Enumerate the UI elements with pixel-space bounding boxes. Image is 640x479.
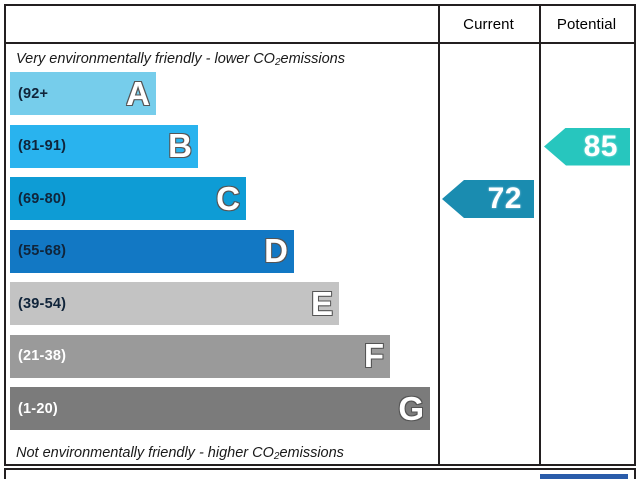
current-rating-arrow: 72 <box>442 180 534 218</box>
band-range-a: (92+ <box>18 85 49 102</box>
band-letter-f: F <box>363 336 385 374</box>
rating-band-e: (39-54) E <box>10 282 339 325</box>
column-divider-current <box>438 6 440 464</box>
band-letter-g: G <box>398 389 425 427</box>
band-range-d: (55-68) <box>18 243 67 259</box>
next-section-sliver <box>4 468 636 479</box>
band-letter-b: B <box>167 126 192 164</box>
band-letter-e: E <box>310 284 334 322</box>
rating-bands: (92+ A (81-91) B (69-80) C (55-68) D (39-54) E (21… <box>6 72 438 440</box>
rating-band-a: (92+ A <box>10 72 156 115</box>
next-section-bar <box>540 474 628 479</box>
header-current: Current <box>463 15 514 33</box>
rating-band-f: (21-38) F <box>10 334 390 378</box>
top-caption-suffix: emissions <box>280 51 345 67</box>
bottom-caption-prefix: Not environmentally friendly - higher CO <box>16 445 274 461</box>
current-rating-value: 72 <box>487 182 522 215</box>
rating-band-d: (55-68) D <box>10 229 294 273</box>
column-divider-potential <box>539 6 541 464</box>
potential-rating-value: 85 <box>583 129 618 163</box>
bottom-caption-subscript: 2 <box>273 450 280 462</box>
band-letter-c: C <box>215 179 240 217</box>
rating-band-b: (81-91) B <box>10 124 198 168</box>
header-divider <box>6 42 634 44</box>
band-letter-a: A <box>125 74 150 112</box>
top-caption-prefix: Very environmentally friendly - lower CO <box>16 51 275 67</box>
band-range-e: (39-54) <box>18 295 67 312</box>
top-caption-subscript: 2 <box>274 56 281 68</box>
potential-rating-arrow: 85 <box>544 127 630 166</box>
bottom-caption: Not environmentally friendly - higher CO… <box>16 440 431 466</box>
bottom-caption-suffix: emissions <box>279 445 344 461</box>
band-range-c: (69-80) <box>18 190 67 207</box>
band-range-g: (1-20) <box>18 400 58 417</box>
top-caption: Very environmentally friendly - lower CO… <box>16 46 431 72</box>
band-range-f: (21-38) <box>18 348 67 364</box>
band-range-b: (81-91) <box>18 138 67 154</box>
chart-frame: Current Potential Very environmentally f… <box>4 4 636 466</box>
rating-band-g: (1-20) G <box>10 387 430 430</box>
header-potential: Potential <box>556 15 617 33</box>
rating-band-c: (69-80) C <box>10 177 246 220</box>
band-letter-d: D <box>263 231 288 269</box>
